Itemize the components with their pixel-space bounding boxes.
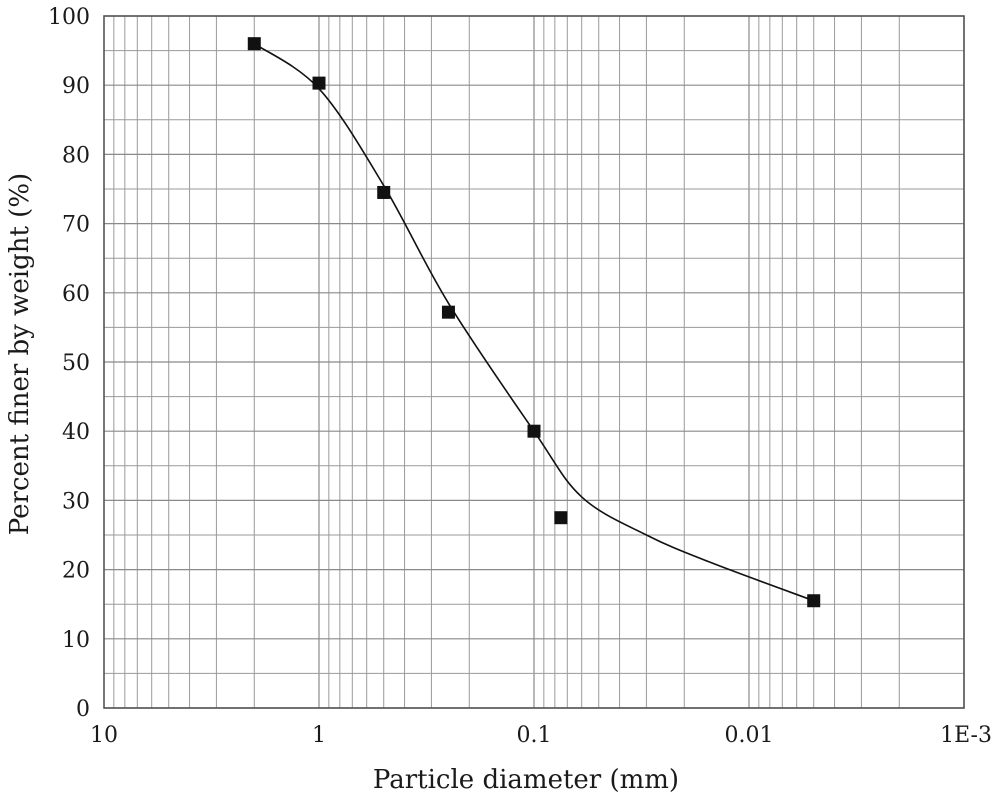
data-points [247,37,821,608]
y-tick-label: 30 [62,489,90,514]
data-point-marker [441,305,455,319]
y-tick-label: 60 [62,282,90,307]
grid [104,15,965,709]
y-tick-label: 20 [62,559,90,584]
x-tick-label: 10 [90,723,118,748]
data-point-marker [247,37,261,51]
data-point-marker [312,76,326,90]
y-axis-title: Percent finer by weight (%) [5,173,35,535]
x-tick-label: 0.1 [517,723,552,748]
data-point-marker [377,185,391,199]
data-point-marker [527,424,541,438]
y-tick-label: 90 [62,74,90,99]
y-tick-label: 100 [48,5,90,30]
data-point-marker [554,511,568,525]
plot-frame [103,15,965,709]
y-tick-label: 50 [62,351,90,376]
y-tick-label: 0 [76,697,90,722]
y-tick-label: 80 [62,143,90,168]
y-tick-labels: 0 10 20 30 40 50 60 70 80 90 100 [48,5,90,722]
x-tick-label: 0.01 [725,723,774,748]
data-point-marker [807,594,821,608]
y-tick-label: 10 [62,628,90,653]
x-axis-title: Particle diameter (mm) [373,765,679,795]
y-tick-label: 40 [62,420,90,445]
x-tick-labels: 10 1 0.1 0.01 1E-3 [90,723,992,748]
trend-curve-layer [253,43,814,602]
y-tick-label: 70 [62,213,90,238]
x-tick-label: 1E-3 [940,723,992,748]
x-tick-label: 1 [312,723,326,748]
trend-curve [253,43,814,602]
